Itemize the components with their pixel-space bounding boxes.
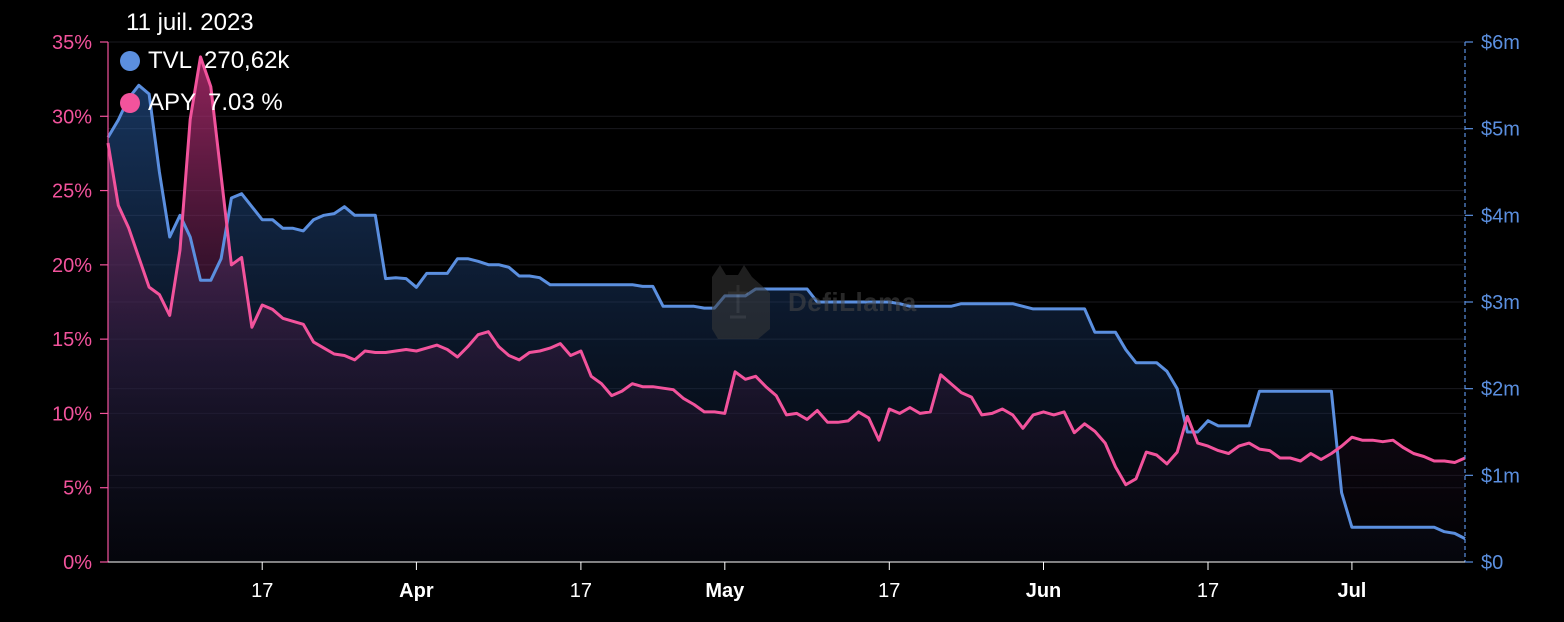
apy-series-line <box>106 55 1466 487</box>
tvl-dot-icon <box>120 51 140 71</box>
left-tick-label: 25% <box>52 181 92 203</box>
x-tick-label: May <box>705 580 745 602</box>
x-tick-label: 17 <box>1197 580 1219 602</box>
right-tick-label: $5m <box>1481 119 1520 141</box>
apy-area <box>108 56 1465 563</box>
tooltip-tvl-label: TVL <box>148 47 193 74</box>
left-tick-label: 35% <box>52 32 92 54</box>
x-tick-label: Jul <box>1337 580 1366 602</box>
right-axis-ticks: $0 $1m $2m $3m $4m $5m $6m <box>1465 32 1520 574</box>
right-tick-label: $4m <box>1481 205 1520 227</box>
left-axis-ticks: 0% 5% 10% 15% 20% 25% 30% 35% <box>52 32 108 574</box>
right-tick-label: $1m <box>1481 465 1520 487</box>
left-tick-label: 5% <box>63 478 92 500</box>
tooltip-tvl-value: 270,62k <box>204 47 290 74</box>
tooltip-apy-label: APY <box>148 89 197 116</box>
right-tick-label: $0 <box>1481 552 1503 574</box>
right-tick-label: $3m <box>1481 292 1520 314</box>
tooltip-apy-value: 7.03 % <box>208 89 283 116</box>
left-tick-label: 0% <box>63 552 92 574</box>
x-tick-label: Jun <box>1026 580 1062 602</box>
watermark: DefiLlama <box>708 263 917 341</box>
x-tick-label: 17 <box>570 580 592 602</box>
x-tick-label: Apr <box>399 580 434 602</box>
x-axis-ticks: 17 Apr 17 May 17 Jun 17 Jul <box>251 562 1366 602</box>
left-tick-label: 20% <box>52 255 92 277</box>
tooltip: 11 juil. 2023 TVL 270,62k APY 7.03 % <box>120 6 289 124</box>
left-tick-label: 15% <box>52 329 92 351</box>
left-tick-label: 10% <box>52 403 92 425</box>
tooltip-date: 11 juil. 2023 <box>126 9 254 36</box>
right-tick-label: $6m <box>1481 32 1520 54</box>
x-tick-label: 17 <box>878 580 900 602</box>
apy-dot-icon <box>120 93 140 113</box>
watermark-text: DefiLlama <box>788 286 917 317</box>
right-tick-label: $2m <box>1481 379 1520 401</box>
tooltip-apy-row: APY 7.03 % <box>120 82 289 124</box>
x-tick-label: 17 <box>251 580 273 602</box>
tooltip-tvl-row: TVL 270,62k <box>120 40 289 82</box>
tvl-series-line <box>106 83 1466 540</box>
left-tick-label: 30% <box>52 106 92 128</box>
defillama-logo-icon <box>712 265 770 339</box>
